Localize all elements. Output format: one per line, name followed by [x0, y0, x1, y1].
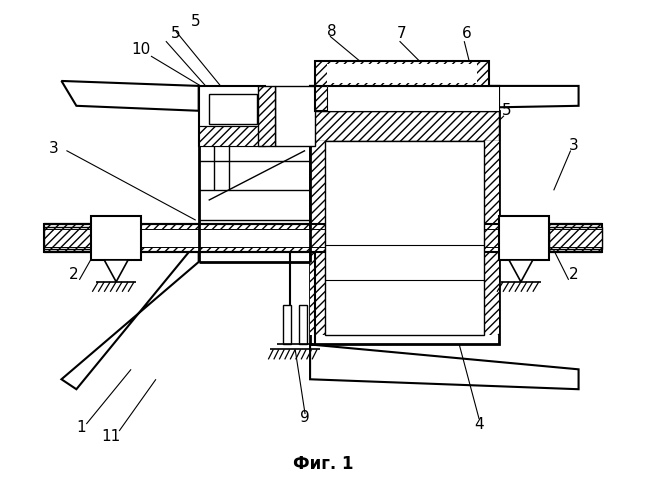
Polygon shape — [61, 81, 199, 111]
Text: 4: 4 — [474, 416, 484, 432]
Bar — [275, 86, 315, 146]
Text: 6: 6 — [463, 26, 472, 40]
Text: 3: 3 — [48, 141, 58, 156]
Bar — [199, 126, 266, 146]
Text: 5: 5 — [191, 14, 200, 29]
Bar — [327, 86, 499, 111]
Text: 9: 9 — [300, 410, 310, 424]
Text: 5: 5 — [171, 26, 181, 40]
Bar — [209, 94, 257, 124]
Polygon shape — [310, 344, 579, 389]
Text: 2: 2 — [68, 268, 78, 282]
Bar — [310, 140, 325, 334]
Text: 1: 1 — [76, 420, 86, 434]
Text: 11: 11 — [101, 430, 121, 444]
Polygon shape — [104, 260, 128, 282]
Bar — [310, 111, 499, 140]
Text: 8: 8 — [327, 24, 337, 38]
Bar — [91, 216, 141, 260]
Bar — [52, 229, 594, 247]
Bar — [43, 227, 91, 249]
Bar — [548, 227, 603, 249]
Bar — [484, 140, 499, 334]
Bar — [199, 86, 266, 146]
Text: 7: 7 — [397, 26, 406, 40]
Bar — [299, 304, 307, 344]
Polygon shape — [509, 260, 533, 282]
Bar — [258, 86, 275, 146]
Bar — [283, 304, 291, 344]
Text: 3: 3 — [568, 138, 578, 153]
Text: 5: 5 — [502, 104, 512, 118]
Bar — [315, 61, 489, 86]
Text: 10: 10 — [131, 42, 151, 56]
Polygon shape — [310, 86, 579, 111]
Bar — [310, 111, 499, 344]
Bar — [325, 140, 484, 334]
Text: 2: 2 — [568, 268, 578, 282]
Bar — [327, 64, 477, 83]
Bar — [322, 86, 487, 111]
Bar — [499, 216, 548, 260]
Bar — [43, 224, 603, 252]
Bar — [310, 86, 499, 111]
Text: Фиг. 1: Фиг. 1 — [293, 455, 353, 473]
Bar — [315, 86, 499, 111]
Polygon shape — [61, 240, 199, 389]
